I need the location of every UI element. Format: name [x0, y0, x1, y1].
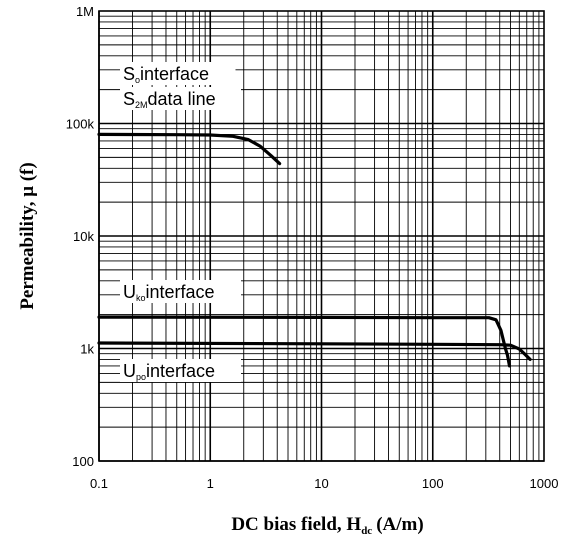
x-axis-title-unit: (A/m): [376, 514, 423, 535]
series-label-1: S2Mdata line: [123, 89, 216, 110]
series-label-main: S: [123, 64, 135, 84]
series-label-bg: [120, 62, 236, 85]
series-label-subscript: po: [136, 372, 146, 382]
x-tick-label: 100: [422, 476, 444, 491]
y-tick-label: 1M: [76, 4, 94, 19]
y-tick-label: 1k: [80, 342, 94, 357]
y-tick-labels: 100 1k 10k 100k 1M: [66, 4, 95, 469]
x-tick-labels: 0.1 1 10 100 1000: [90, 476, 559, 491]
series-label-bg: [120, 280, 241, 303]
series-lines: [97, 132, 532, 368]
series-label-bg: [120, 359, 241, 382]
series-label-subscript: o: [135, 75, 140, 85]
x-axis-title: DC bias field, Hdc (A/m): [231, 514, 423, 537]
series-label-rest: data line: [148, 89, 216, 109]
series-label-main: S: [123, 89, 135, 109]
series-label-1: Sointerface: [123, 64, 209, 85]
x-tick-label: 1: [207, 476, 214, 491]
x-tick-label: 1000: [530, 476, 559, 491]
series-label-3: Upointerface: [123, 361, 215, 382]
series-label-rest: interface: [140, 64, 209, 84]
x-axis-title-subscript: dc: [361, 525, 372, 537]
series-label-subscript: 2M: [135, 100, 148, 110]
y-tick-label: 100k: [66, 117, 95, 132]
y-axis-title: Permeability, μ (f): [17, 162, 38, 309]
y-tick-label: 100: [72, 454, 94, 469]
plot-frame: [98, 10, 545, 462]
x-tick-label: 10: [314, 476, 328, 491]
series-label-2: Ukointerface: [123, 282, 215, 303]
series-label-rest: interface: [146, 361, 215, 381]
x-tick-label: 0.1: [90, 476, 108, 491]
series-label-main: U: [123, 282, 136, 302]
x-axis-title-main: DC bias field, H: [231, 514, 361, 535]
y-tick-label: 10k: [73, 229, 94, 244]
series-line-3: [97, 341, 532, 361]
series-label-bg: [120, 87, 241, 110]
series-label-rest: interface: [146, 282, 215, 302]
series-label-main: U: [123, 361, 136, 381]
series-label-subscript: ko: [136, 293, 146, 303]
series-line-1: [97, 132, 282, 166]
series-line-2: [97, 315, 512, 368]
